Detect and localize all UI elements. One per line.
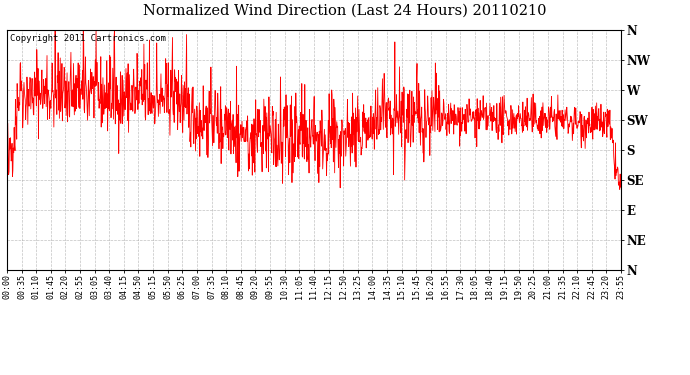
Text: Copyright 2011 Cartronics.com: Copyright 2011 Cartronics.com [10,34,166,43]
Text: Normalized Wind Direction (Last 24 Hours) 20110210: Normalized Wind Direction (Last 24 Hours… [144,4,546,18]
